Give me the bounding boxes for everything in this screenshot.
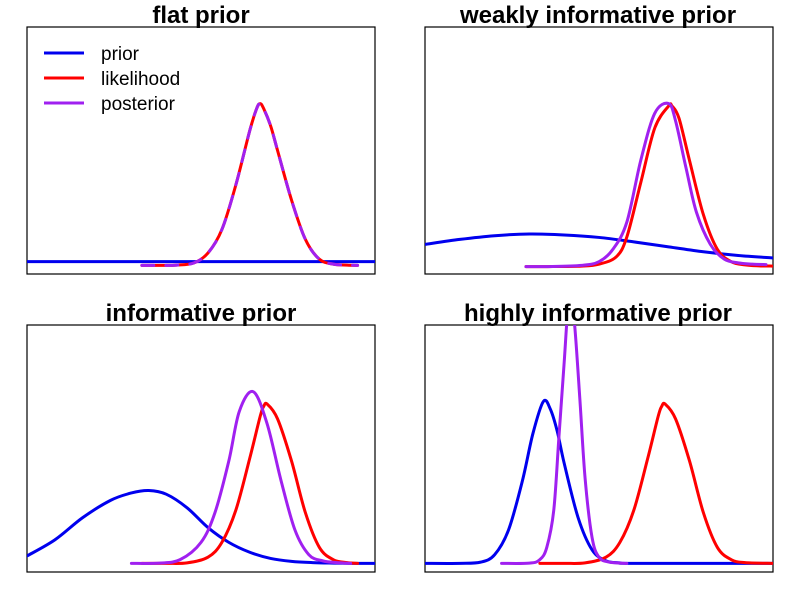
plot-area — [425, 325, 773, 565]
series-line-prior — [425, 232, 773, 260]
legend-label-posterior: posterior — [101, 94, 176, 115]
panel-title: informative prior — [106, 300, 297, 327]
series-line-posterior — [524, 101, 768, 269]
panel-title: highly informative prior — [464, 300, 732, 327]
legend-label-prior: prior — [101, 44, 140, 65]
panel-title: flat prior — [152, 2, 249, 29]
series-line-posterior — [129, 389, 353, 565]
plot-frame — [424, 324, 774, 573]
series-line-posterior — [500, 325, 629, 565]
plot-area — [27, 102, 375, 267]
plot-area — [425, 101, 773, 269]
plot-frame — [26, 26, 376, 275]
plot-area — [27, 389, 375, 565]
panel-weakly-informative-prior: weakly informative prior — [424, 2, 774, 275]
plot-frame — [26, 324, 376, 573]
series-line-posterior — [140, 102, 360, 267]
series-line-prior — [425, 398, 773, 565]
panel-informative-prior: informative prior — [26, 300, 376, 573]
panel-flat-prior: flat prior — [26, 2, 376, 275]
series-line-likelihood — [538, 401, 773, 565]
legend-label-likelihood: likelihood — [101, 69, 180, 90]
legend: prior likelihood posterior — [44, 44, 180, 115]
panel-title: weakly informative prior — [459, 2, 736, 29]
series-line-likelihood — [140, 401, 360, 565]
panel-highly-informative-prior: highly informative prior — [424, 300, 774, 573]
plot-frame — [424, 26, 774, 275]
